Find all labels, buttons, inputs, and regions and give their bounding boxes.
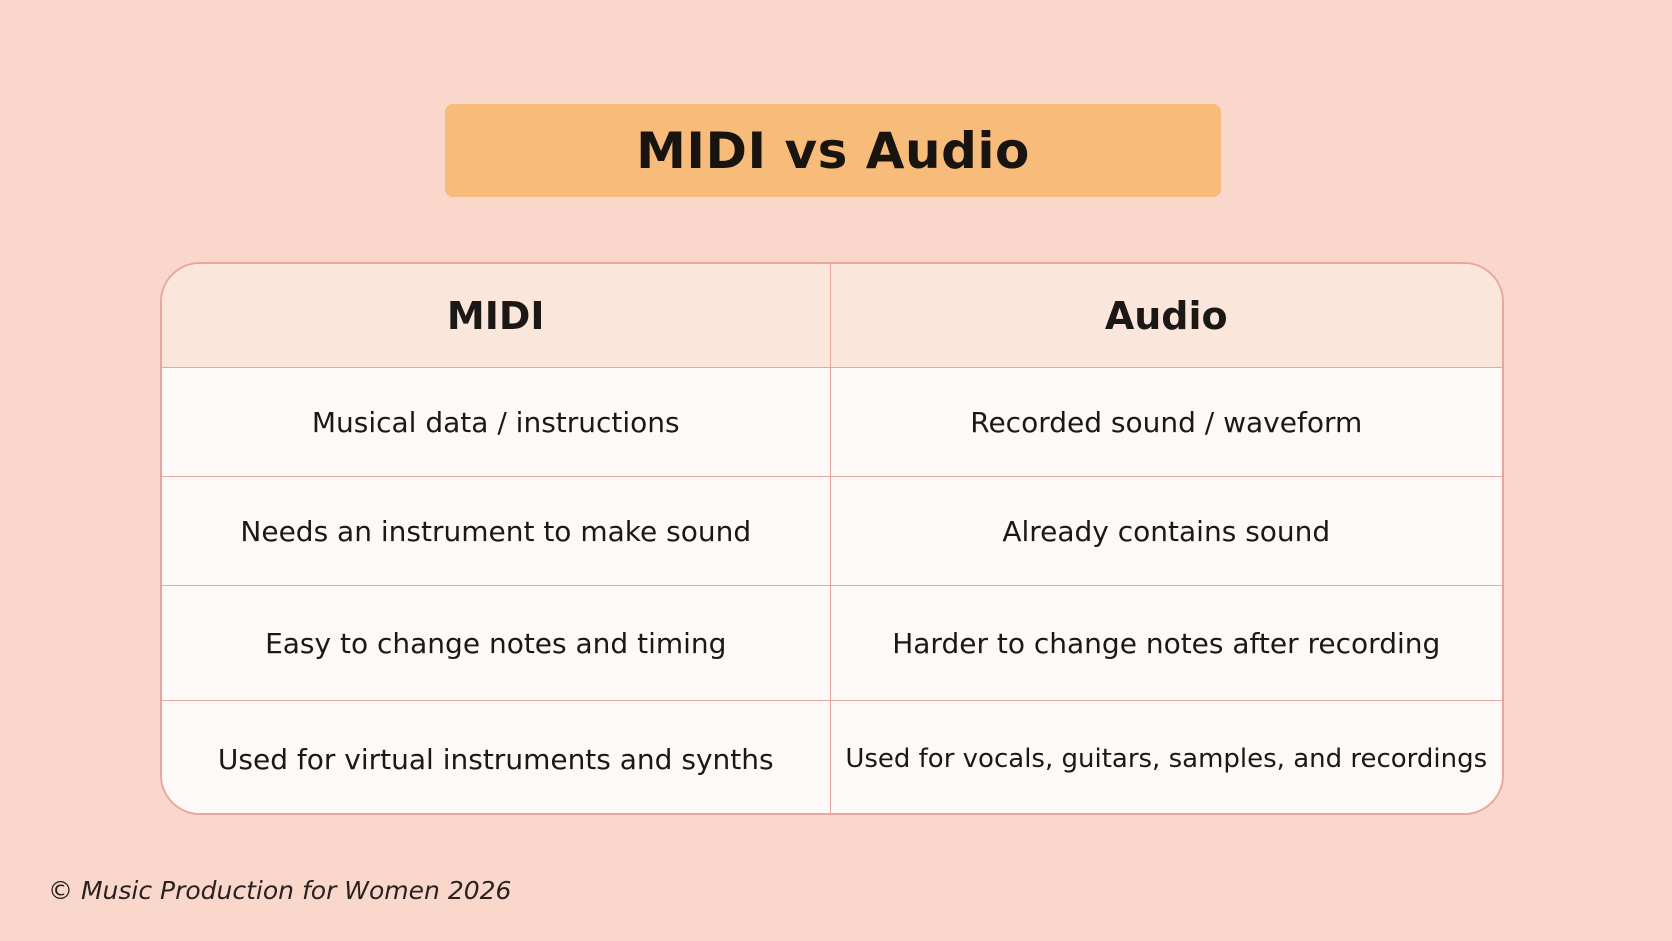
comparison-table: MIDI Audio Musical data / instructions R… (160, 262, 1504, 815)
table-row: Needs an instrument to make sound Alread… (162, 476, 1502, 586)
table-cell-midi: Easy to change notes and timing (162, 585, 831, 701)
header-row: MIDI Audio (162, 264, 1502, 368)
table-cell-audio: Harder to change notes after recording (830, 585, 1502, 701)
table-cell-midi: Musical data / instructions (162, 367, 831, 477)
table-cell-midi: Used for virtual instruments and synths (162, 700, 831, 813)
table-row: Used for virtual instruments and synths … (162, 700, 1502, 813)
table-cell-midi: Needs an instrument to make sound (162, 476, 831, 586)
table-row: Musical data / instructions Recorded sou… (162, 367, 1502, 477)
column-header-audio: Audio (830, 264, 1502, 368)
page-title: MIDI vs Audio (636, 121, 1030, 180)
column-header-midi: MIDI (162, 264, 831, 368)
title-banner: MIDI vs Audio (445, 104, 1221, 197)
copyright-footer: © Music Production for Women 2026 (48, 876, 512, 905)
table-row: Easy to change notes and timing Harder t… (162, 585, 1502, 701)
table-cell-audio: Used for vocals, guitars, samples, and r… (830, 700, 1502, 813)
table-cell-audio: Already contains sound (830, 476, 1502, 586)
table-cell-audio: Recorded sound / waveform (830, 367, 1502, 477)
